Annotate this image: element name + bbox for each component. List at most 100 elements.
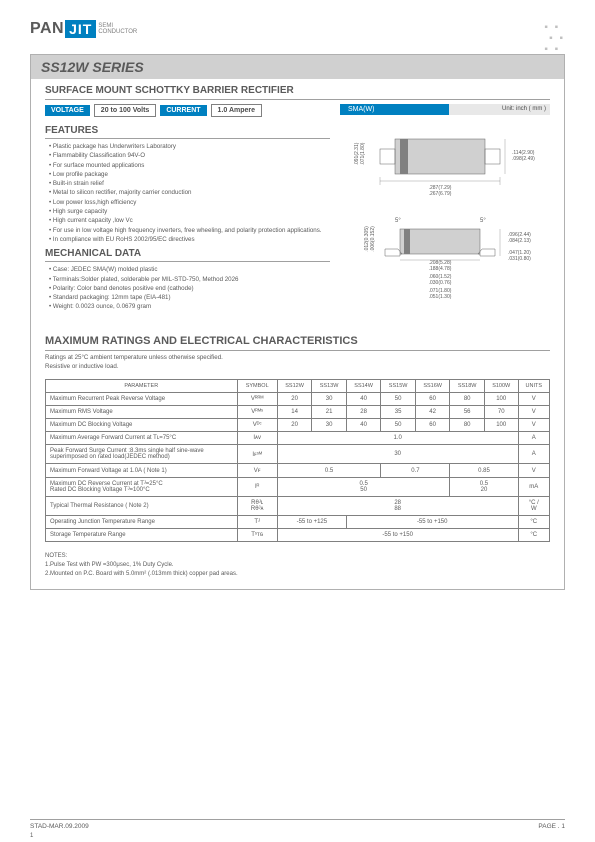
param-cell: Operating Junction Temperature Range: [46, 516, 238, 529]
ratings-row: Maximum Recurrent Peak Reverse VoltageVᴿ…: [46, 393, 550, 406]
value-cell: 0.7: [381, 464, 450, 478]
footer-date: STAD-MAR.09.2009: [30, 823, 89, 830]
page-footer: STAD-MAR.09.2009 PAGE . 1: [30, 819, 565, 830]
logo-pan: PAN: [30, 20, 64, 38]
param-cell: Maximum Forward Voltage at 1.0A ( Note 1…: [46, 464, 238, 478]
notes-section: NOTES: 1.Pulse Test with PW =300μsec, 1%…: [31, 552, 564, 579]
ratings-row: Peak Forward Surge Current :8.3ms single…: [46, 445, 550, 464]
symbol-cell: Vᴿᴹˢ: [237, 406, 277, 419]
features-heading: FEATURES: [45, 125, 330, 139]
ratings-header-cell: SS13W: [312, 380, 347, 393]
value-cell: 1.0: [277, 432, 518, 445]
mechanical-item: Standard packaging: 12mm tape (EIA-481): [49, 293, 330, 302]
note-item: 1.Pulse Test with PW =300μsec, 1% Duty C…: [45, 561, 550, 570]
unit-cell: mA: [518, 478, 549, 497]
unit-cell: V: [518, 464, 549, 478]
voltage-label: VOLTAGE: [45, 105, 90, 116]
footer-page: PAGE . 1: [538, 823, 565, 830]
symbol-cell: RθᴶʟRθᴶᴀ: [237, 497, 277, 516]
ratings-header-cell: SS18W: [450, 380, 485, 393]
unit-cell: °C /W: [518, 497, 549, 516]
value-cell: 30: [312, 419, 347, 432]
mechanical-list: Case: JEDEC SMA(W) molded plasticTermina…: [45, 265, 330, 311]
unit-cell: V: [518, 406, 549, 419]
ratings-row: Typical Thermal Resistance ( Note 2)Rθᴶʟ…: [46, 497, 550, 516]
ratings-row: Maximum DC Reverse Current at Tᴶ=25°CRat…: [46, 478, 550, 497]
mechanical-item: Case: JEDEC SMA(W) molded plastic: [49, 265, 330, 274]
feature-item: Metal to silicon rectifier, majority car…: [49, 188, 330, 197]
note-item: 2.Mounted on P.C. Board with 5.0mm² (.01…: [45, 570, 550, 579]
value-cell: 0.550: [277, 478, 450, 497]
svg-text:.267(6.79): .267(6.79): [429, 191, 452, 197]
value-cell: 20: [277, 393, 312, 406]
value-cell: 35: [381, 406, 416, 419]
series-title: SS12W SERIES: [31, 55, 564, 79]
feature-item: For surface mounted applications: [49, 161, 330, 170]
value-cell: 20: [277, 419, 312, 432]
param-cell: Typical Thermal Resistance ( Note 2): [46, 497, 238, 516]
logo-subtitle: SEMICONDUCTOR: [98, 23, 137, 35]
svg-text:.188(4.78): .188(4.78): [429, 266, 452, 272]
value-cell: 100: [484, 419, 518, 432]
package-label: SMA(W): [340, 104, 449, 115]
unit-cell: V: [518, 419, 549, 432]
current-label: CURRENT: [160, 105, 206, 116]
page-number: 1: [30, 833, 33, 839]
svg-text:.071(1.80): .071(1.80): [360, 142, 366, 165]
svg-text:.098(2.49): .098(2.49): [512, 156, 535, 162]
unit-cell: °C: [518, 516, 549, 529]
mechanical-item: Polarity: Color band denotes positive en…: [49, 284, 330, 293]
ratings-row: Maximum DC Blocking VoltageVᴰᶜ2030405060…: [46, 419, 550, 432]
value-cell: -55 to +150: [277, 529, 518, 542]
feature-item: Built-in strain relief: [49, 179, 330, 188]
ratings-header-cell: SYMBOL: [237, 380, 277, 393]
ratings-header-cell: SS12W: [277, 380, 312, 393]
value-cell: 0.520: [450, 478, 518, 497]
feature-item: High current capacity ,low Vᴄ: [49, 216, 330, 225]
spec-row: VOLTAGE 20 to 100 Volts CURRENT 1.0 Ampe…: [45, 104, 330, 117]
logo: PAN JIT SEMICONDUCTOR: [30, 20, 565, 38]
svg-text:.051(1.30): .051(1.30): [429, 294, 452, 300]
param-cell: Maximum Recurrent Peak Reverse Voltage: [46, 393, 238, 406]
symbol-cell: Iᴀᴠ: [237, 432, 277, 445]
ratings-subtitle: Ratings at 25°C ambient temperature unle…: [45, 354, 550, 371]
ratings-row: Maximum Average Forward Current at Tʟ=75…: [46, 432, 550, 445]
ratings-header-cell: SS15W: [381, 380, 416, 393]
value-cell: 30: [312, 393, 347, 406]
voltage-value: 20 to 100 Volts: [94, 104, 157, 117]
feature-item: In compliance with EU RoHS 2002/95/EC di…: [49, 235, 330, 244]
value-cell: 2888: [277, 497, 518, 516]
mechanical-item: Weight: 0.0023 ounce, 0.0679 gram: [49, 302, 330, 311]
ratings-table: PARAMETERSYMBOLSS12WSS13WSS14WSS15WSS16W…: [45, 379, 550, 542]
value-cell: 100: [484, 393, 518, 406]
symbol-cell: Vᴿᴿᴹ: [237, 393, 277, 406]
ratings-header-cell: S100W: [484, 380, 518, 393]
param-cell: Storage Temperature Range: [46, 529, 238, 542]
mechanical-heading: MECHANICAL DATA: [45, 248, 330, 262]
value-cell: 60: [415, 393, 450, 406]
symbol-cell: Vꜰ: [237, 464, 277, 478]
value-cell: -55 to +150: [346, 516, 518, 529]
svg-text:5°: 5°: [480, 218, 486, 224]
value-cell: 50: [381, 419, 416, 432]
ratings-row: Storage Temperature RangeTˢᴛɢ-55 to +150…: [46, 529, 550, 542]
unit-cell: A: [518, 432, 549, 445]
unit-cell: A: [518, 445, 549, 464]
ratings-row: Maximum Forward Voltage at 1.0A ( Note 1…: [46, 464, 550, 478]
value-cell: 80: [450, 393, 485, 406]
svg-text:.084(2.13): .084(2.13): [508, 238, 531, 244]
decorative-dots: ▪ ▪ ▪ ▪▪ ▪: [544, 22, 565, 55]
features-list: Plastic package has Underwriters Laborat…: [45, 142, 330, 244]
current-value: 1.0 Ampere: [211, 104, 262, 117]
value-cell: 40: [346, 419, 381, 432]
value-cell: 21: [312, 406, 347, 419]
product-subtitle: SURFACE MOUNT SCHOTTKY BARRIER RECTIFIER: [45, 85, 550, 100]
feature-item: High surge capacity: [49, 207, 330, 216]
left-column: VOLTAGE 20 to 100 Volts CURRENT 1.0 Ampe…: [45, 104, 330, 321]
symbol-cell: Iꜰˢᴹ: [237, 445, 277, 464]
value-cell: 28: [346, 406, 381, 419]
value-cell: 70: [484, 406, 518, 419]
ratings-header-cell: UNITS: [518, 380, 549, 393]
svg-text:.030(0.76): .030(0.76): [429, 280, 452, 286]
package-unit: Unit: inch ( mm ): [449, 104, 550, 115]
